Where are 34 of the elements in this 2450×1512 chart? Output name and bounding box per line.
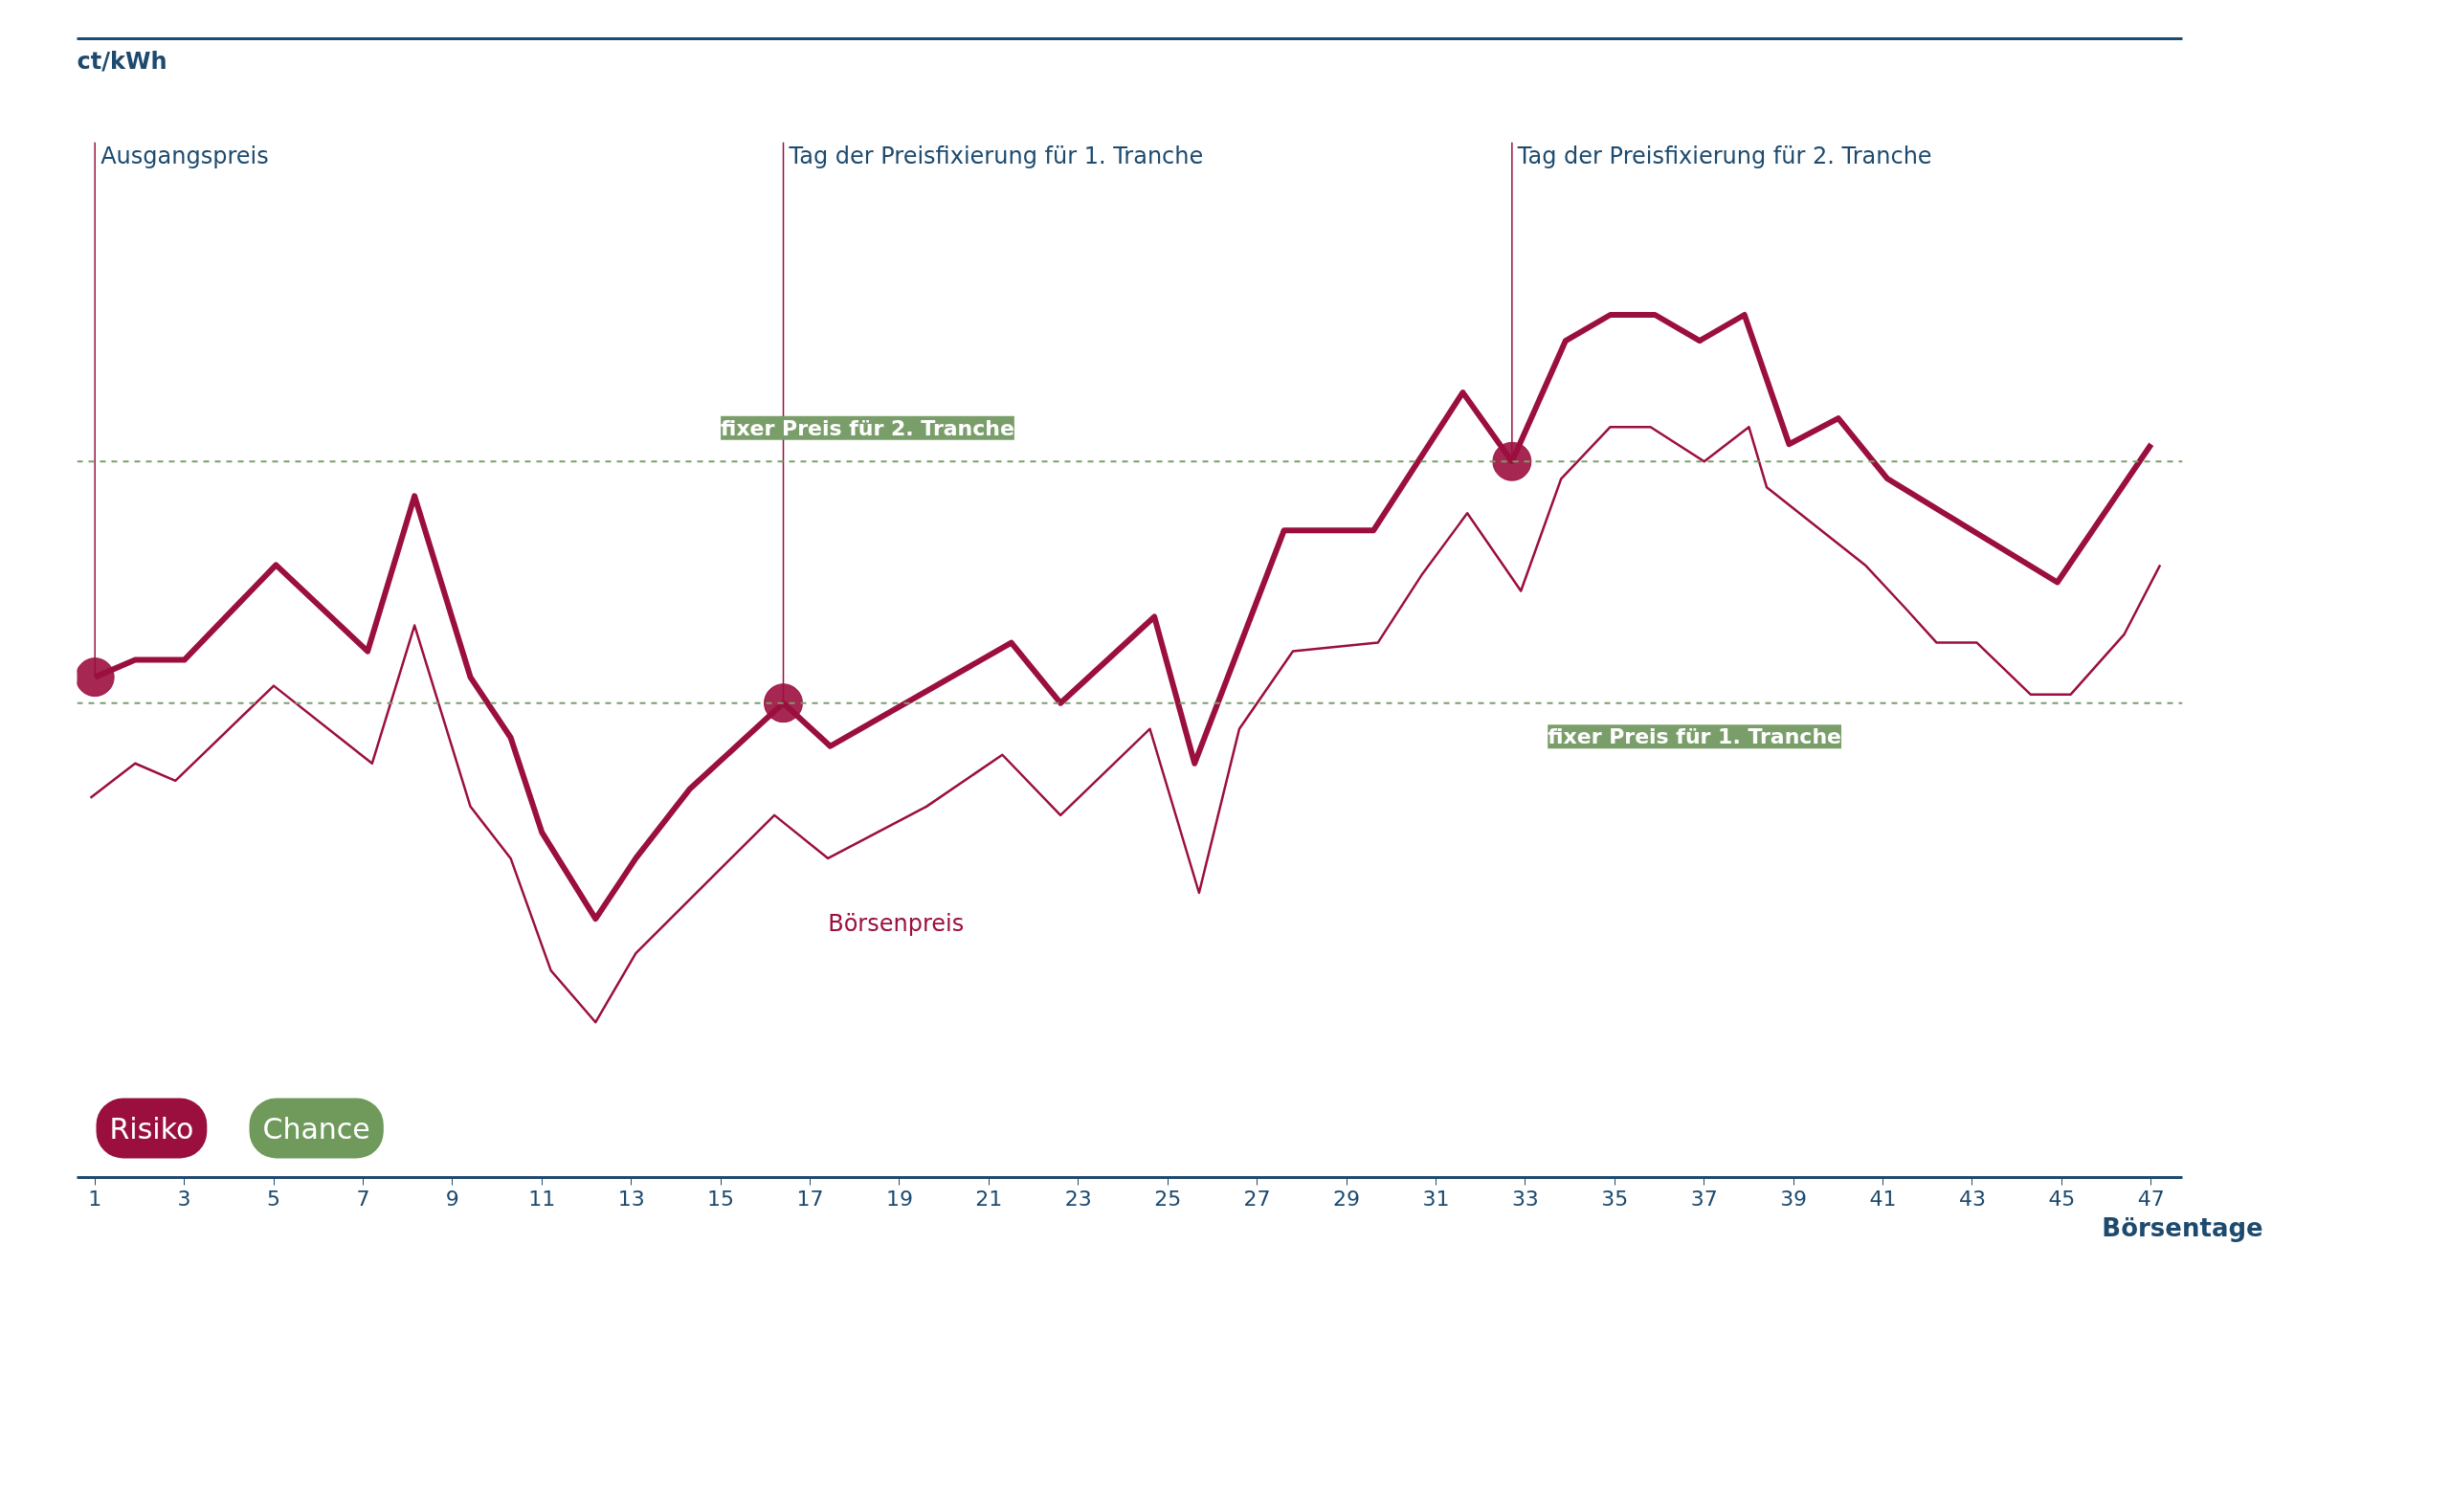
annotation: Ausgangspreis — [100, 142, 269, 169]
x-tick-label: 15 — [707, 1186, 735, 1211]
x-tick-label: 9 — [445, 1186, 459, 1211]
x-tick-label: 31 — [1422, 1186, 1450, 1211]
x-tick-label: 17 — [796, 1186, 824, 1211]
x-tick-label: 45 — [2048, 1186, 2076, 1211]
annotation: Tag der Preisfixierung für 1. Tranche — [788, 142, 1204, 169]
x-tick-label: 23 — [1064, 1186, 1092, 1211]
annotation: Chance — [262, 1111, 370, 1145]
x-tick-label: 41 — [1869, 1186, 1897, 1211]
x-tick-label: 37 — [1690, 1186, 1718, 1211]
x-tick-label: 1 — [88, 1186, 102, 1211]
x-tick-label: 11 — [528, 1186, 556, 1211]
annotation: Risiko — [109, 1111, 194, 1145]
x-tick-label: 13 — [617, 1186, 645, 1211]
x-axis-title: Börsentage — [2102, 1212, 2263, 1242]
text: Börsenpreis — [828, 910, 965, 938]
x-tick-label: 21 — [975, 1186, 1003, 1211]
x-tick-label: 35 — [1601, 1186, 1629, 1211]
x-tick-label: 29 — [1333, 1186, 1361, 1211]
x-tick-label: 5 — [267, 1186, 281, 1211]
x-tick-label: 43 — [1958, 1186, 1986, 1211]
x-tick-label: 47 — [2137, 1186, 2165, 1211]
x-tick-label: 33 — [1511, 1186, 1539, 1211]
x-tick-label: 25 — [1154, 1186, 1182, 1211]
annotation: Tag der Preisfixierung für 2. Tranche — [1516, 142, 1932, 169]
x-tick-label: 39 — [1780, 1186, 1808, 1211]
ref-line-label: fixer Preis für 2. Tranche — [721, 415, 1014, 440]
ref-line-label: fixer Preis für 1. Tranche — [1548, 724, 1841, 749]
x-tick-label: 7 — [356, 1186, 370, 1211]
x-tick-label: 27 — [1243, 1186, 1271, 1211]
x-tick-label: 19 — [885, 1186, 913, 1211]
text: ct/kWh — [77, 47, 167, 75]
x-tick-label: 3 — [177, 1186, 191, 1211]
